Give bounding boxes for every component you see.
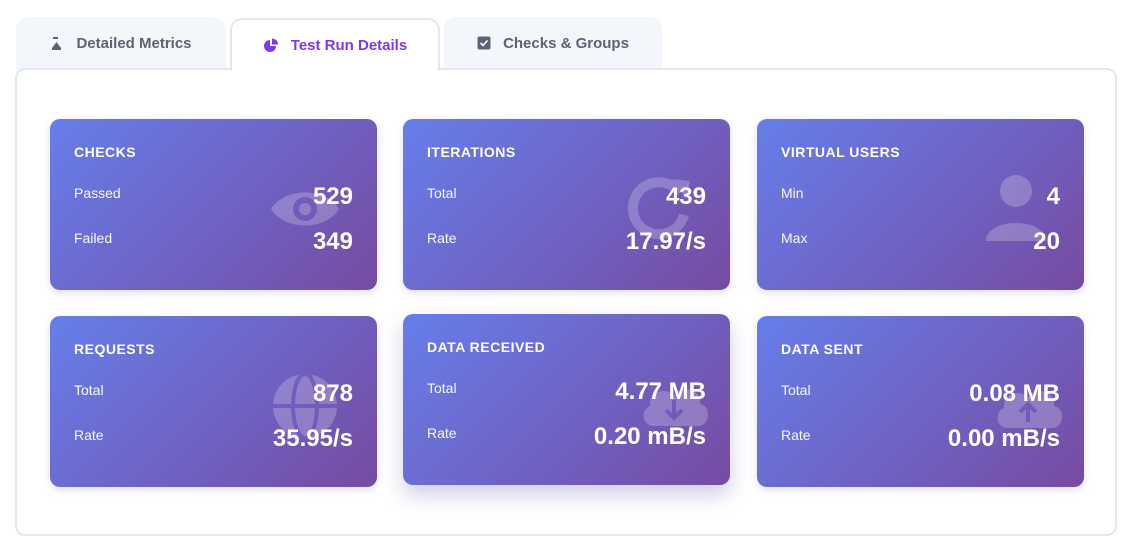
- rate-label: Rate: [427, 425, 457, 441]
- cloud-download-icon: [636, 364, 712, 440]
- passed-value: 529: [312, 183, 353, 210]
- max-label: Max: [781, 230, 808, 246]
- min-label: Min: [781, 185, 804, 201]
- card-title: REQUESTS: [74, 341, 156, 357]
- total-label: Total: [427, 380, 457, 396]
- max-value: 20: [1033, 228, 1060, 255]
- data-sent-card: DATA SENT Total 0.08 MB Rate 0.00 mB/s: [757, 316, 1084, 487]
- tab-test-run-details[interactable]: Test Run Details: [230, 18, 440, 71]
- user-icon: [978, 169, 1054, 245]
- virtual-users-card: VIRTUAL USERS Min 4 Max 20: [757, 119, 1084, 290]
- total-value: 439: [665, 183, 706, 210]
- iterations-card: ITERATIONS Total 439 Rate 17.97/s: [403, 119, 730, 290]
- tab-bar: Detailed Metrics Test Run Details Checks…: [16, 16, 1117, 71]
- globe-icon: [267, 368, 343, 444]
- total-label: Total: [781, 382, 811, 398]
- rate-label: Rate: [781, 427, 811, 443]
- tab-detailed-metrics[interactable]: Detailed Metrics: [16, 17, 226, 69]
- rate-value: 17.97/s: [625, 228, 706, 255]
- refresh-icon: [620, 171, 696, 247]
- rate-value: 35.95/s: [272, 425, 353, 452]
- card-title: ITERATIONS: [427, 144, 516, 160]
- rate-value: 0.00 mB/s: [947, 425, 1060, 452]
- passed-label: Passed: [74, 185, 121, 201]
- total-label: Total: [74, 382, 104, 398]
- min-value: 4: [1046, 183, 1060, 210]
- total-value: 4.77 MB: [615, 378, 706, 405]
- tab-label: Detailed Metrics: [76, 34, 192, 52]
- total-label: Total: [427, 185, 457, 201]
- flask-icon: [50, 36, 64, 51]
- tab-checks-groups[interactable]: Checks & Groups: [444, 17, 662, 69]
- tab-label: Test Run Details: [290, 37, 408, 54]
- card-title: VIRTUAL USERS: [781, 144, 901, 160]
- checkbox-icon: [477, 36, 491, 50]
- failed-value: 349: [312, 228, 353, 255]
- eye-icon: [267, 171, 343, 247]
- total-value: 878: [312, 380, 353, 407]
- card-title: CHECKS: [74, 144, 137, 160]
- failed-label: Failed: [74, 230, 113, 246]
- checks-card: CHECKS Passed 529 Failed 349: [50, 119, 377, 290]
- card-title: DATA SENT: [781, 341, 864, 357]
- rate-value: 0.20 mB/s: [593, 423, 706, 450]
- total-value: 0.08 MB: [969, 380, 1060, 407]
- rate-label: Rate: [427, 230, 457, 246]
- cloud-upload-icon: [990, 366, 1066, 442]
- card-title: DATA RECEIVED: [427, 339, 546, 355]
- data-received-card: DATA RECEIVED Total 4.77 MB Rate 0.20 mB…: [403, 314, 730, 485]
- tab-label: Checks & Groups: [503, 34, 629, 52]
- pie-chart-icon: [263, 38, 279, 54]
- rate-label: Rate: [74, 427, 104, 443]
- test-run-details-panel: CHECKS Passed 529 Failed 349 ITERATIONS …: [15, 68, 1117, 536]
- requests-card: REQUESTS Total 878 Rate 35.95/s: [50, 316, 377, 487]
